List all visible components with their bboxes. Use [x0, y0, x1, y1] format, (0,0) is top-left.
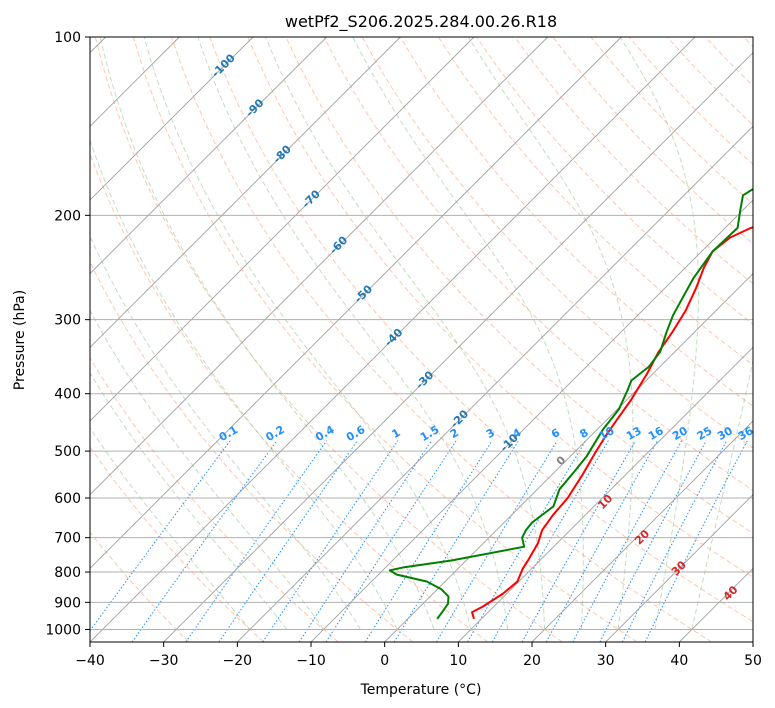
- x-tick-label: −40: [75, 653, 105, 669]
- x-tick-label: 40: [670, 653, 688, 669]
- plot-frame: [89, 36, 754, 643]
- y-tick-label: 1000: [45, 622, 81, 638]
- isotherm-line: [90, 37, 622, 569]
- moist-adiabat: [90, 309, 325, 630]
- isotherm-line: [605, 494, 753, 642]
- isotherm-line: [90, 37, 696, 642]
- mixing-ratio-line: [435, 440, 558, 642]
- pressure-gridlines: [90, 37, 753, 630]
- dry-adiabat: [437, 37, 753, 366]
- x-tick-label: 20: [523, 653, 541, 669]
- dry-adiabat: [90, 152, 488, 642]
- moist-adiabat: [99, 37, 435, 630]
- mixing-ratio-line: [599, 440, 707, 642]
- temperature-curve: [471, 226, 753, 620]
- mixing-ratio-line: [218, 440, 358, 642]
- isotherm-line: [384, 273, 753, 642]
- mixing-ratio-line: [325, 440, 457, 642]
- chart-title: wetPf2_S206.2025.284.00.26.R18: [285, 12, 557, 32]
- y-tick-label: 200: [54, 208, 81, 224]
- moist-adiabat: [619, 37, 699, 630]
- x-tick-label: −10: [296, 653, 326, 669]
- isotherm-line: [90, 37, 401, 348]
- dry-adiabat: [90, 531, 190, 642]
- dry-adiabat: [285, 37, 753, 535]
- dry-adiabat: [94, 37, 563, 642]
- y-tick-label: 400: [54, 387, 81, 403]
- y-tick-label: 300: [54, 313, 81, 329]
- moist-adiabat: [467, 37, 634, 630]
- mixing-ratio-line: [185, 440, 328, 642]
- moist-adiabat: [691, 358, 753, 630]
- moist-adiabat: [143, 37, 472, 630]
- y-tick-label: 700: [54, 531, 81, 547]
- x-tick-label: 50: [744, 653, 762, 669]
- mixing-ratio-line: [298, 440, 432, 642]
- dry-adiabat: [361, 37, 753, 449]
- isotherm-line: [163, 52, 753, 642]
- isotherm-line: [90, 37, 327, 275]
- y-tick-label: 100: [54, 30, 81, 46]
- isotherm-line: [310, 199, 753, 642]
- moist-adiabat: [90, 235, 361, 630]
- x-axis-label: Temperature (°C): [360, 682, 482, 698]
- y-axis: 100 200 300 400 500 600 700 800 900 1000: [45, 30, 90, 638]
- mixing-ratio-line: [364, 440, 493, 642]
- dry-adiabat: [399, 37, 753, 407]
- x-tick-label: 30: [597, 653, 615, 669]
- moist-adiabat: [197, 37, 509, 630]
- dry-adiabat: [90, 446, 264, 642]
- dry-adiabat: [514, 37, 753, 285]
- moist-adiabat: [265, 37, 546, 630]
- dry-adiabat: [132, 37, 638, 642]
- background-lines: [90, 37, 753, 642]
- moist-adiabat: [90, 138, 398, 630]
- x-tick-label: 10: [449, 653, 467, 669]
- isotherm-line: [90, 37, 548, 496]
- mixing-ratio-line: [262, 440, 399, 642]
- isotherm-line: [237, 125, 753, 642]
- dry-adiabat: [209, 37, 753, 623]
- y-tick-label: 600: [54, 491, 81, 507]
- mixing-ratio-line: [621, 440, 728, 642]
- isotherm-line: [458, 346, 753, 642]
- y-tick-label: 500: [54, 444, 81, 460]
- y-axis-label: Pressure (hPa): [12, 290, 28, 390]
- isotherm-line: [531, 420, 753, 642]
- sounding-curves: [388, 187, 753, 620]
- mixing-ratio-line: [491, 440, 609, 642]
- dry-adiabat: [247, 37, 753, 578]
- dewpoint-curve: [388, 187, 753, 620]
- isotherm-line: [90, 37, 254, 201]
- mixing-ratio-line: [467, 440, 587, 642]
- mixing-ratio-line: [572, 440, 683, 642]
- y-tick-label: 800: [54, 565, 81, 581]
- moist-adiabat: [352, 37, 584, 630]
- x-tick-label: −20: [223, 653, 253, 669]
- x-axis: −40 −30 −20 −10 0 10 20 30 40 50: [75, 642, 762, 669]
- x-tick-label: −30: [149, 653, 179, 669]
- isotherm-line: [90, 37, 475, 422]
- dry-adiabat: [323, 37, 753, 491]
- x-tick-label: 0: [380, 653, 389, 669]
- dry-adiabat: [171, 37, 712, 642]
- dry-adiabat: [90, 356, 339, 642]
- y-tick-label: 900: [54, 595, 81, 611]
